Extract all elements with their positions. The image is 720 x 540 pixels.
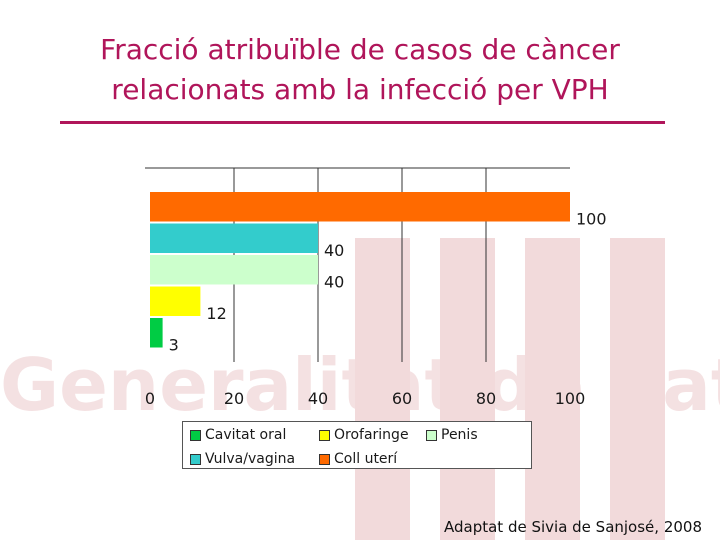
- legend-label: Coll uterí: [334, 451, 398, 467]
- x-axis-tick-labels: 0 20 40 60 80 100: [145, 389, 585, 408]
- legend-swatch: [190, 453, 201, 465]
- source-note: Adaptat de Sivia de Sanjosé, 2008: [443, 518, 702, 536]
- bar: [150, 255, 318, 285]
- watermark-band-3: [525, 238, 580, 540]
- data-labels: 100 40 40 12 3: [169, 210, 607, 355]
- legend-item: Penis: [426, 426, 478, 444]
- x-tick-label: 60: [392, 389, 412, 408]
- legend-swatch: [319, 453, 330, 465]
- legend-item: Coll uterí: [319, 450, 397, 468]
- legend-label: Cavitat oral: [205, 427, 287, 443]
- legend-swatch: [190, 429, 201, 441]
- legend-item: Cavitat oral: [190, 426, 286, 444]
- slide-title-line-2: relacionats amb la infecció per VPH: [111, 73, 609, 106]
- legend-item: Vulva/vagina: [190, 450, 295, 468]
- slide-title-line-1: Fracció atribuïble de casos de càncer: [100, 33, 620, 66]
- slide-title: Fracció atribuïble de casos de càncer re…: [40, 30, 680, 110]
- watermark-band-4: [610, 238, 665, 540]
- bar: [150, 192, 570, 222]
- bar: [150, 318, 163, 348]
- legend-swatch: [319, 429, 330, 441]
- legend-label: Vulva/vagina: [205, 451, 296, 467]
- watermark-text: Generalitat de Catalunya: [0, 343, 720, 427]
- data-label: 40: [324, 273, 344, 292]
- title-underline: [60, 121, 665, 124]
- x-tick-label: 100: [555, 389, 586, 408]
- chart-legend: Cavitat oral Orofaringe Penis Vulva/vagina C…: [182, 421, 532, 469]
- x-tick-label: 40: [308, 389, 328, 408]
- bar: [150, 223, 318, 253]
- legend-swatch: [426, 429, 437, 441]
- data-label: 12: [206, 304, 226, 323]
- x-tick-label: 80: [476, 389, 496, 408]
- data-label: 40: [324, 241, 344, 260]
- x-tick-label: 20: [224, 389, 244, 408]
- data-label: 100: [576, 210, 607, 229]
- legend-label: Orofaringe: [334, 427, 409, 443]
- legend-item: Orofaringe: [319, 426, 409, 444]
- bars: [150, 192, 570, 348]
- bar: [150, 286, 201, 316]
- data-label: 3: [169, 336, 179, 355]
- legend-label: Penis: [441, 427, 478, 443]
- x-tick-label: 0: [145, 389, 155, 408]
- watermark-band-1: [355, 238, 410, 540]
